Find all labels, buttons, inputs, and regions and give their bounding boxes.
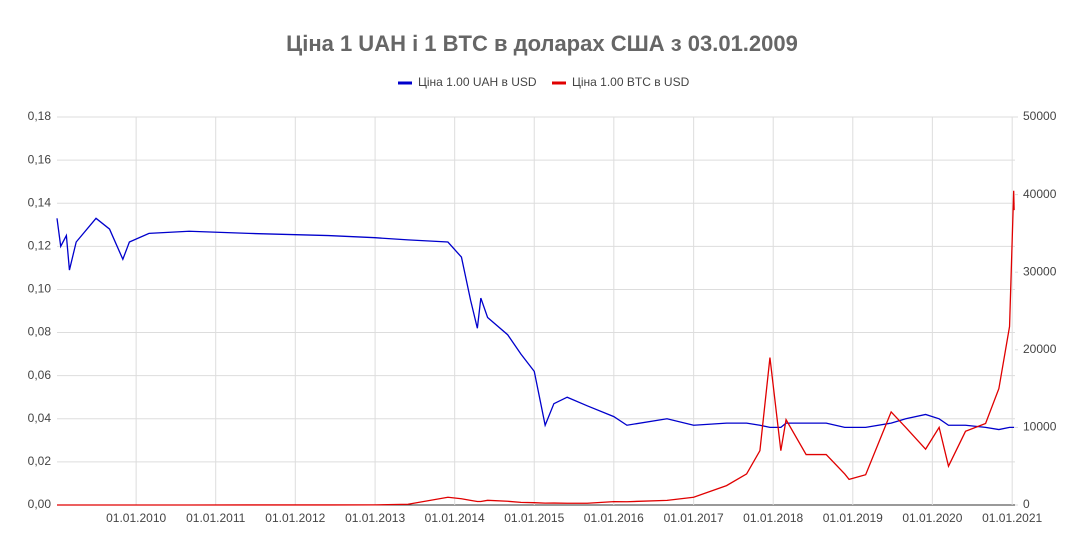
y-tick-label: 0,18 [28,109,52,123]
y-tick-label: 0,16 [28,152,52,166]
y2-tick-label: 20000 [1023,342,1057,356]
x-tick-label: 01.01.2014 [425,511,485,525]
x-tick-label: 01.01.2013 [345,511,405,525]
x-tick-label: 01.01.2017 [664,511,724,525]
y2-tick-label: 10000 [1023,420,1057,434]
legend-label: Ціна 1.00 UAH в USD [418,75,537,89]
x-tick-label: 01.01.2010 [106,511,166,525]
series-line [57,190,1015,506]
x-tick-label: 01.01.2019 [823,511,883,525]
chart-title: Ціна 1 UAH і 1 BTC в доларах США з 03.01… [286,31,798,56]
legend-label: Ціна 1.00 BTC в USD [572,75,690,89]
y-tick-label: 0,12 [28,239,52,253]
x-tick-label: 01.01.2011 [186,511,245,525]
x-tick-label: 01.01.2016 [584,511,644,525]
y2-tick-label: 30000 [1023,264,1057,278]
y-tick-label: 0,00 [28,497,52,511]
series-line [56,217,1015,431]
y2-tick-label: 40000 [1023,187,1057,201]
x-tick-label: 01.01.2012 [265,511,325,525]
y2-tick-label: 50000 [1023,109,1057,123]
y-tick-label: 0,10 [28,282,52,296]
x-tick-label: 01.01.2021 [982,511,1042,525]
y-tick-label: 0,06 [28,368,52,382]
y2-tick-label: 0 [1023,497,1030,511]
x-tick-label: 01.01.2015 [504,511,564,525]
y-tick-label: 0,04 [28,411,52,425]
y-tick-label: 0,14 [28,195,52,209]
x-tick-label: 01.01.2020 [902,511,962,525]
x-tick-label: 01.01.2018 [743,511,803,525]
y-tick-label: 0,08 [28,325,52,339]
y-tick-label: 0,02 [28,454,52,468]
